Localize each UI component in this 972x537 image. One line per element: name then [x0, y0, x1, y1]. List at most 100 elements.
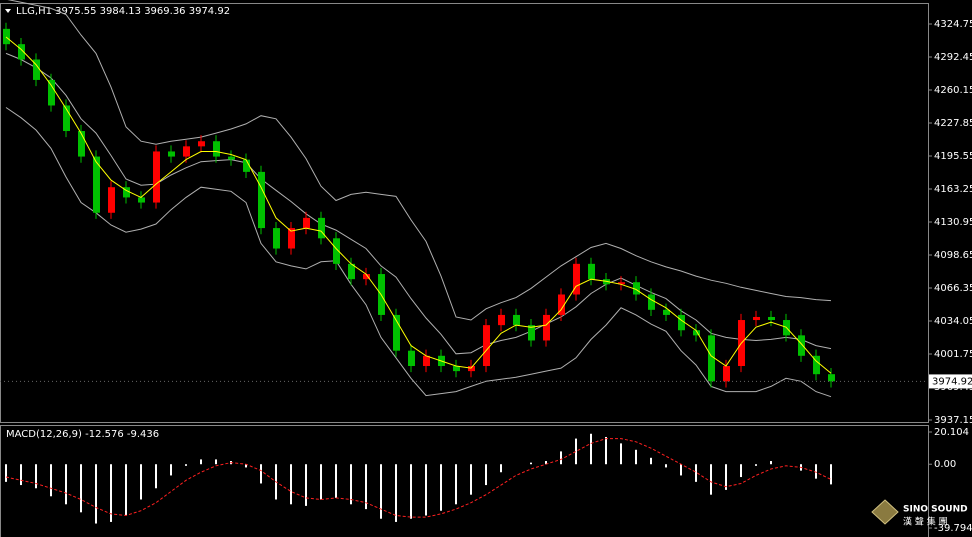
candle-body	[678, 314, 685, 331]
candle-body	[513, 314, 520, 326]
macd-bar	[650, 457, 652, 465]
y-tick-label: 3937.15	[934, 415, 972, 426]
macd-bar	[290, 464, 292, 505]
macd-bar	[755, 464, 757, 466]
y-tick-label: 4098.65	[934, 250, 972, 261]
macd-bar	[605, 436, 607, 465]
dropdown-icon[interactable]	[5, 9, 11, 13]
lower-band	[5, 107, 832, 398]
macd-bar	[770, 461, 772, 465]
candle-body	[183, 146, 190, 157]
y-tick-label: 4227.85	[934, 118, 972, 129]
candle-body	[648, 294, 655, 310]
price-panel-frame	[0, 3, 929, 423]
macd-bar	[350, 464, 352, 505]
macd-bar	[5, 464, 7, 482]
macd-bar	[455, 464, 457, 505]
macd-bar	[20, 464, 22, 486]
candle-body	[3, 28, 10, 45]
y-tick-label: 4195.55	[934, 151, 972, 162]
macd-bar	[335, 464, 337, 498]
y-tick-label: 4163.25	[934, 184, 972, 195]
macd-bar	[695, 464, 697, 482]
macd-bar	[590, 433, 592, 465]
macd-bar	[545, 461, 547, 465]
candle-body	[123, 187, 130, 198]
signal-line	[5, 438, 832, 518]
macd-bar	[665, 464, 667, 468]
macd-bar	[110, 464, 112, 522]
candle-body	[63, 105, 70, 132]
middle-band	[5, 52, 832, 355]
candle-body	[618, 282, 625, 285]
candle-body	[318, 217, 325, 239]
y-tick-label: 4324.75	[934, 19, 972, 30]
macd-bar	[635, 449, 637, 465]
candle-body	[663, 309, 670, 315]
macd-bar	[680, 464, 682, 476]
upper-band	[7, 0, 832, 321]
y-tick-label: 0.00	[934, 459, 956, 470]
macd-bar	[425, 464, 427, 516]
candle-body	[228, 156, 235, 160]
candle-body	[543, 314, 550, 341]
macd-bar	[815, 464, 817, 479]
macd-bar	[620, 443, 622, 465]
macd-bar	[560, 451, 562, 465]
macd-bar	[830, 464, 832, 485]
candle-body	[243, 159, 250, 172]
candle-body	[558, 294, 565, 315]
macd-bar	[380, 464, 382, 519]
symbol-header: LLG,H1 3975.55 3984.13 3969.36 3974.92	[16, 6, 230, 17]
macd-bar	[50, 464, 52, 497]
candle-body	[198, 141, 205, 147]
macd-bar	[530, 462, 532, 465]
candle-body	[708, 335, 715, 382]
candle-body	[303, 217, 310, 229]
macd-bar	[80, 464, 82, 513]
y-tick-label: 4066.35	[934, 283, 972, 294]
macd-bar	[740, 464, 742, 478]
candle-body	[828, 374, 835, 382]
candle-body	[528, 325, 535, 341]
candle-body	[798, 335, 805, 356]
macd-bar	[260, 464, 262, 484]
candle-body	[363, 274, 370, 280]
macd-bar	[65, 464, 67, 505]
moving-average	[5, 36, 832, 374]
candle-body	[333, 238, 340, 264]
candle-body	[813, 355, 820, 375]
y-tick-label: 4001.75	[934, 349, 972, 360]
macd-bar	[305, 464, 307, 506]
macd-panel-frame	[0, 425, 929, 537]
y-tick-label: 4292.45	[934, 52, 972, 63]
candle-body	[588, 263, 595, 280]
candle-body	[633, 282, 640, 295]
macd-bar	[155, 464, 157, 489]
candle-body	[753, 316, 760, 321]
macd-bar	[35, 464, 37, 489]
y-tick-label: 20.104	[934, 427, 969, 438]
last-price-box	[929, 374, 972, 389]
candle-body	[723, 366, 730, 382]
candle-body	[483, 325, 490, 367]
macd-bar	[485, 464, 487, 486]
candle-body	[48, 79, 55, 106]
y-tick-label: 4034.05	[934, 316, 972, 327]
candle-body	[498, 314, 505, 326]
macd-bar	[320, 464, 322, 500]
logo-chinese: 漢 聲 集 團	[903, 516, 948, 528]
candle-body	[393, 314, 400, 351]
candle-body	[273, 228, 280, 249]
macd-bar	[395, 464, 397, 522]
candle-body	[168, 151, 175, 157]
candle-body	[213, 141, 220, 157]
candle-body	[423, 355, 430, 367]
macd-bar	[200, 459, 202, 465]
y-tick-label: 4260.15	[934, 85, 972, 96]
candle-body	[33, 59, 40, 80]
macd-bar	[470, 464, 472, 495]
